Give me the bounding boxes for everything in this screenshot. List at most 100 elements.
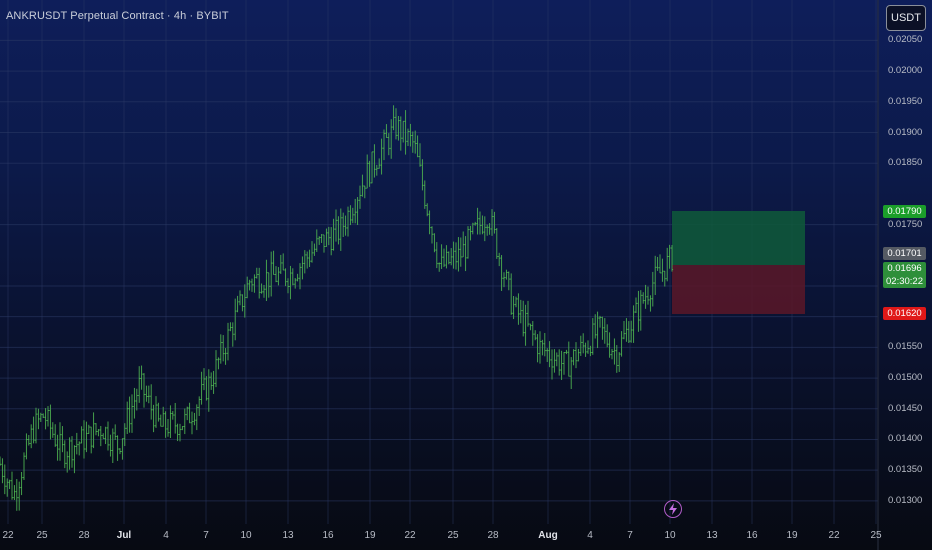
candle [392,105,395,131]
candle [306,251,309,269]
candle [586,340,590,354]
candle [421,159,424,191]
candle [366,154,369,189]
candle [531,321,534,346]
candle [522,300,525,337]
candle [591,318,594,355]
candle [13,485,16,501]
candle [517,293,520,325]
candle [601,316,604,340]
candle [99,425,102,447]
candle [435,242,438,269]
candle [658,254,662,274]
candle [231,322,234,347]
candle [356,197,359,225]
candle [176,423,179,442]
target-zone[interactable] [672,211,805,265]
time-axis-label: Jul [116,530,132,541]
candle [219,334,222,364]
current-price-tag: 0.01696 02:30:22 [883,262,926,288]
candle [330,227,333,256]
candle [22,452,26,480]
candle [301,256,304,280]
candle [567,341,570,377]
lightning-bolt-icon[interactable] [664,500,682,518]
candle [296,273,299,282]
candle [267,272,270,298]
candle [164,411,167,438]
time-axis-label: 22 [404,530,416,541]
candle [121,438,124,460]
candle [258,267,261,299]
candle [202,368,206,391]
candle [666,247,669,282]
candle [277,267,280,286]
candle [390,119,393,159]
last-price-tag: 0.01701 [883,247,926,260]
candle [56,434,59,461]
candle [128,396,131,433]
candle [106,421,110,451]
candle [253,274,256,293]
candle [313,243,316,256]
candle [596,311,599,349]
candle [399,116,402,151]
time-axis-label: 25 [36,530,48,541]
candle [145,385,148,402]
candle [174,402,177,434]
candle [27,434,30,446]
candle [430,226,434,244]
price-axis-label: 0.01500 [888,372,923,384]
candle [462,231,465,258]
candle [25,433,28,460]
candle [498,252,501,267]
candle [654,255,657,296]
candle [634,297,638,313]
candle [210,372,213,390]
candle [594,314,597,339]
candle [363,185,366,199]
candle [70,436,74,468]
candle [382,129,386,161]
stop-zone[interactable] [672,265,805,314]
candle [663,270,666,287]
candle [661,258,664,282]
candle [375,164,378,176]
candle [20,471,23,496]
candle [471,222,474,235]
candle [625,318,628,342]
currency-button[interactable]: USDT [886,5,926,31]
candle [226,322,230,361]
candle [442,248,446,268]
candle [152,404,155,433]
candle [286,278,290,294]
candle [373,144,376,178]
candle [620,331,623,357]
time-axis-label: 22 [828,530,840,541]
time-axis-label: 28 [487,530,499,541]
candle [416,135,419,158]
candle [502,272,506,288]
candle [438,262,441,272]
time-axis-label: 13 [706,530,718,541]
candle [651,271,654,307]
time-axis-label: 10 [240,530,252,541]
candle [632,305,635,343]
candle [138,366,141,403]
candle [334,209,338,242]
candle [589,345,592,357]
price-axis-label: 0.01750 [888,218,923,230]
candle [394,108,398,140]
candle [447,251,450,265]
time-axis-label: 7 [627,530,633,541]
price-axis-label: 0.01400 [888,433,923,445]
candle [116,435,119,461]
candle [562,351,566,375]
candle [656,256,659,271]
candle [315,229,318,252]
candle [426,203,429,217]
candle [75,432,78,455]
candle [94,423,98,436]
candle [560,350,563,380]
